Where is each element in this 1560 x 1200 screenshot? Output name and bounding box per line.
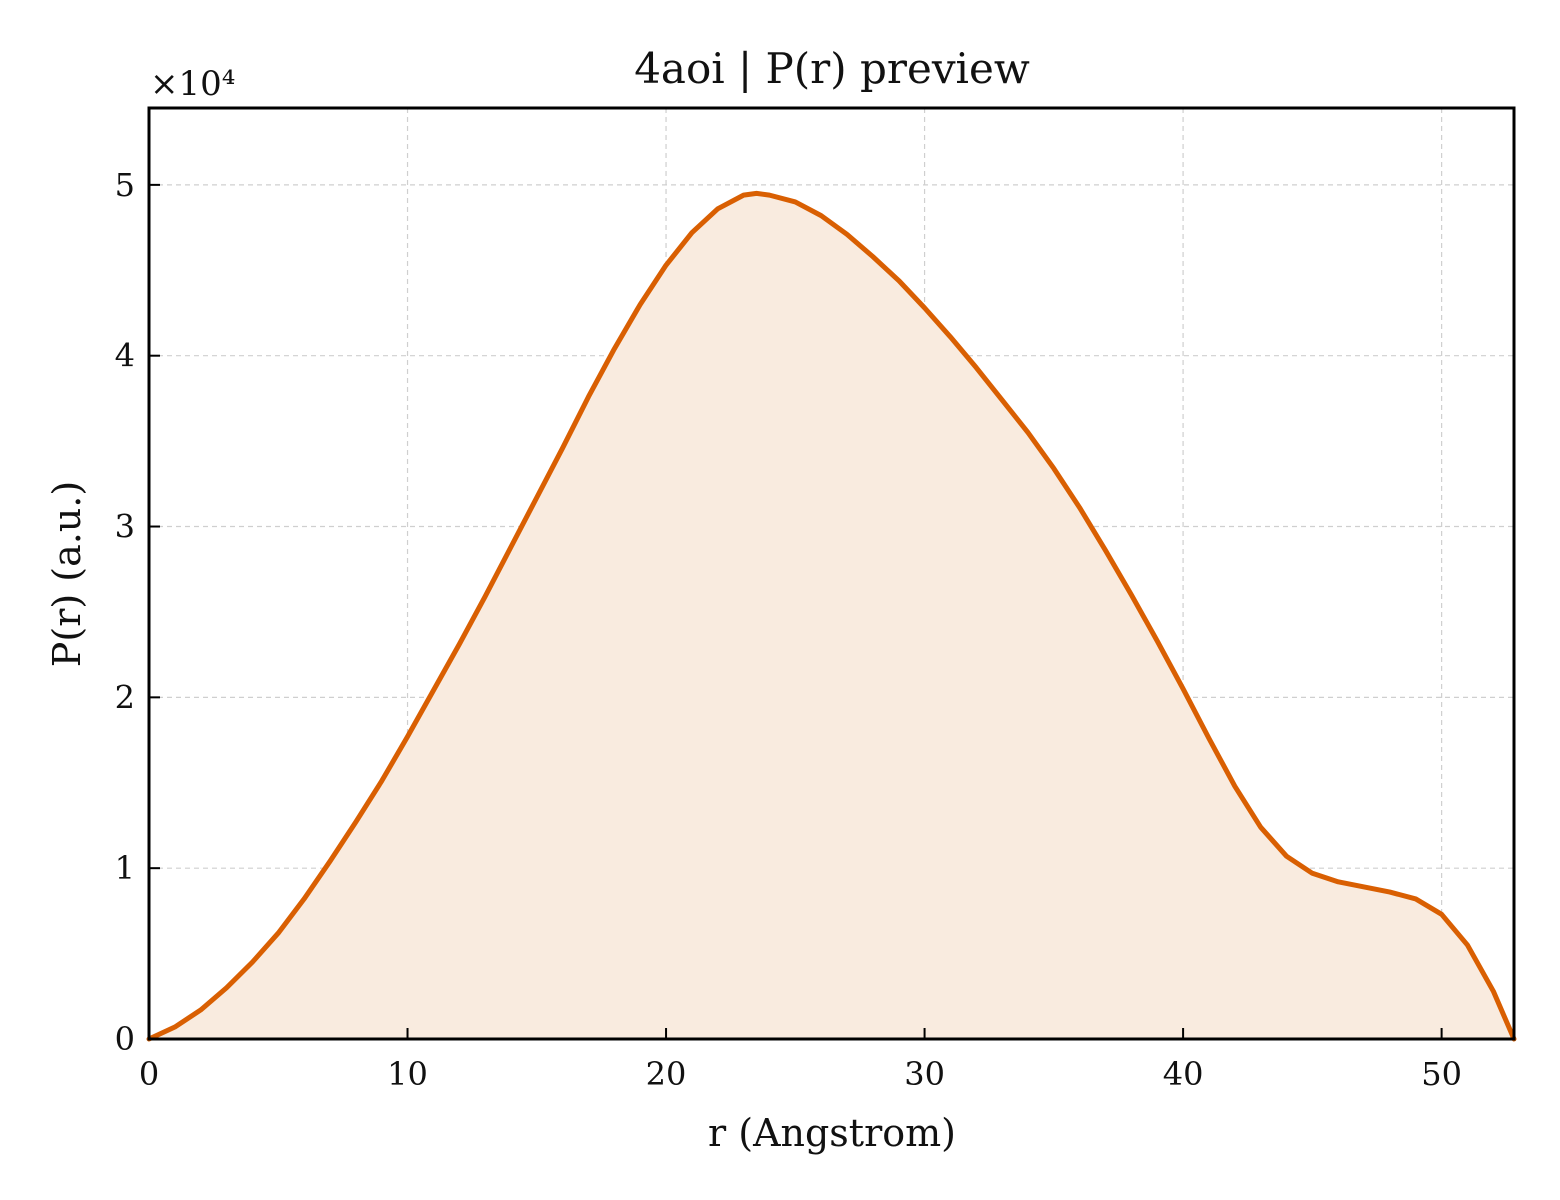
series-area-fill	[149, 193, 1514, 1039]
y-tick-label: 2	[115, 678, 135, 716]
y-multiplier-label: ×10⁴	[150, 64, 235, 104]
chart-title: 4aoi | P(r) preview	[634, 44, 1030, 93]
x-tick-label: 30	[904, 1055, 945, 1093]
x-tick-label: 0	[139, 1055, 159, 1093]
series-line	[146, 190, 1517, 1042]
x-tick-label: 20	[646, 1055, 687, 1093]
y-tick-label: 0	[115, 1020, 135, 1058]
tick-labels: 0 10 20 30 40 50 0 1 2 3 4 5	[115, 166, 1462, 1093]
y-tick-label: 3	[115, 508, 135, 546]
x-tick-label: 10	[387, 1055, 428, 1093]
y-tick-label: 5	[115, 166, 135, 204]
plot-area	[146, 190, 1517, 1042]
y-tick-label: 1	[115, 849, 135, 887]
x-tick-label: 50	[1421, 1055, 1462, 1093]
y-axis-label: P(r) (a.u.)	[45, 481, 89, 667]
y-tick-label: 4	[115, 337, 135, 375]
plot-frame	[147, 106, 1516, 1041]
x-axis-label: r (Angstrom)	[708, 1111, 956, 1155]
x-tick-label: 40	[1163, 1055, 1204, 1093]
